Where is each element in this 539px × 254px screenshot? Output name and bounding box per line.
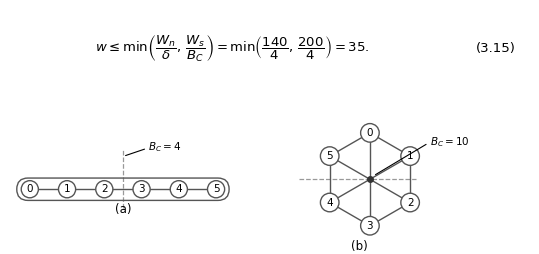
Text: 1: 1 <box>64 184 71 194</box>
Circle shape <box>361 124 379 142</box>
Text: 1: 1 <box>407 151 413 161</box>
Text: 0: 0 <box>367 128 373 138</box>
Text: 2: 2 <box>101 184 108 194</box>
Text: (3.15): (3.15) <box>476 42 516 55</box>
Circle shape <box>59 181 75 198</box>
Circle shape <box>361 216 379 235</box>
Circle shape <box>401 147 419 165</box>
Text: $B_C=10$: $B_C=10$ <box>430 135 469 149</box>
Circle shape <box>133 181 150 198</box>
Text: (b): (b) <box>351 240 368 253</box>
Text: 4: 4 <box>176 184 182 194</box>
Circle shape <box>320 147 339 165</box>
Circle shape <box>401 193 419 212</box>
Text: 0: 0 <box>26 184 33 194</box>
Text: (a): (a) <box>115 203 131 216</box>
Text: 5: 5 <box>213 184 219 194</box>
Circle shape <box>96 181 113 198</box>
Circle shape <box>320 193 339 212</box>
Text: $w \leq \min\left(\dfrac{W_n}{\delta},\, \dfrac{W_s}{B_C}\right) = \min\left(\df: $w \leq \min\left(\dfrac{W_n}{\delta},\,… <box>94 34 369 64</box>
Text: 5: 5 <box>327 151 333 161</box>
Circle shape <box>208 181 225 198</box>
Text: $B_C=4$: $B_C=4$ <box>148 141 182 154</box>
Text: 4: 4 <box>327 198 333 208</box>
Circle shape <box>170 181 188 198</box>
Text: 3: 3 <box>139 184 145 194</box>
Text: 3: 3 <box>367 221 373 231</box>
Text: 2: 2 <box>407 198 413 208</box>
Circle shape <box>21 181 38 198</box>
